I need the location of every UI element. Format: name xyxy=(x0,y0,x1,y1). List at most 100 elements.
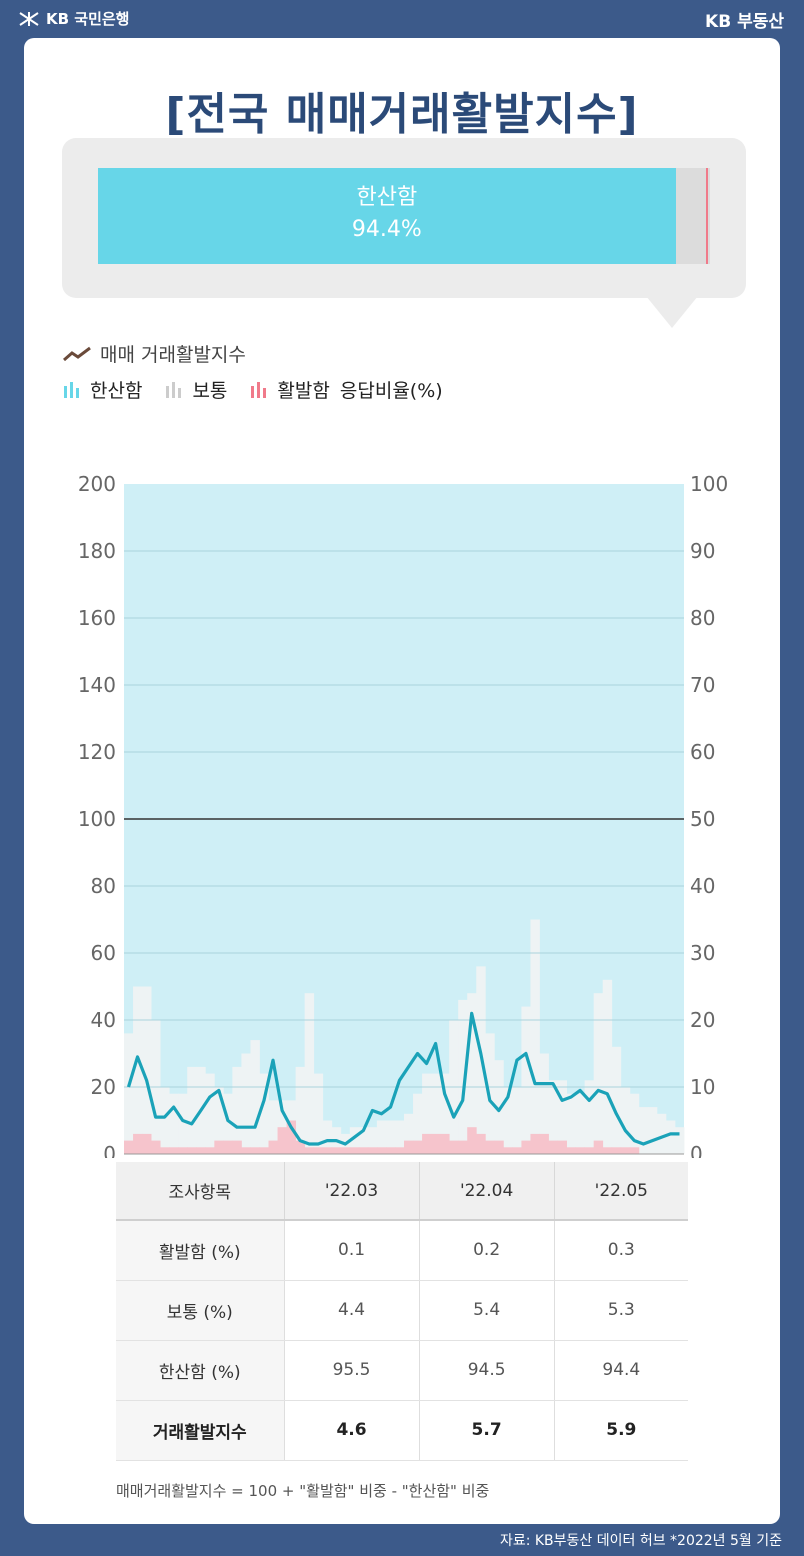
active-bar xyxy=(629,1147,640,1154)
legend-suffix: 응답비율(%) xyxy=(339,380,443,402)
right-tick-label: 0 xyxy=(690,1142,703,1158)
active-bar xyxy=(485,1140,495,1154)
table-row-index: 거래활발지수 4.6 5.7 5.9 xyxy=(116,1400,688,1461)
left-tick-label: 180 xyxy=(78,539,116,563)
table-row-label: 한산함 (%) xyxy=(116,1340,285,1401)
source-note: 자료: KB부동산 데이터 허브 *2022년 5월 기준 xyxy=(499,1533,782,1549)
active-bar xyxy=(394,1147,405,1154)
normal-bar xyxy=(322,1120,333,1154)
active-bar xyxy=(611,1147,622,1154)
right-tick-label: 50 xyxy=(690,807,715,831)
active-bar xyxy=(440,1133,450,1154)
table-header-cell: '22.03 xyxy=(284,1162,420,1221)
normal-bar xyxy=(647,1107,658,1154)
right-tick-label: 100 xyxy=(690,472,728,496)
right-tick-label: 20 xyxy=(690,1008,715,1032)
active-bars-icon xyxy=(251,381,267,398)
normal-bar xyxy=(385,1120,396,1154)
table-cell: 4.4 xyxy=(284,1280,420,1341)
normal-bar xyxy=(557,1080,567,1154)
active-bar xyxy=(449,1140,459,1154)
active-bar xyxy=(268,1140,278,1154)
normal-bar xyxy=(394,1120,405,1154)
table-row: 보통 (%) 4.4 5.4 5.3 xyxy=(116,1280,688,1341)
normal-bar xyxy=(422,1073,432,1154)
normal-bar xyxy=(241,1053,251,1154)
active-bar xyxy=(295,1140,306,1154)
normal-bar xyxy=(458,999,468,1154)
active-bar xyxy=(385,1147,396,1154)
normal-bar xyxy=(431,1073,441,1154)
active-bar xyxy=(557,1140,567,1154)
active-bar xyxy=(286,1120,297,1154)
active-bar xyxy=(593,1140,604,1154)
active-bar xyxy=(367,1147,378,1154)
active-bar xyxy=(530,1133,540,1154)
active-bar xyxy=(313,1147,324,1154)
legend-quiet: 한산함 xyxy=(62,376,142,403)
active-bar xyxy=(467,1127,477,1154)
active-bar xyxy=(575,1147,586,1154)
table-row-label: 보통 (%) xyxy=(116,1280,285,1341)
normal-bar xyxy=(467,993,477,1154)
table-cell: 95.5 xyxy=(284,1340,420,1401)
normal-bar xyxy=(178,1093,188,1154)
active-bar xyxy=(223,1140,233,1154)
legend-active: 활발함 xyxy=(249,376,330,403)
normal-bar xyxy=(169,1093,179,1154)
active-bar xyxy=(304,1147,315,1154)
active-bar xyxy=(340,1147,351,1154)
normal-bar xyxy=(593,993,604,1154)
normal-bar xyxy=(232,1066,242,1154)
normal-bar xyxy=(295,1066,306,1154)
summary-value: 94.4% xyxy=(351,217,422,242)
legend-normal-label: 보통 xyxy=(192,380,228,402)
active-bar xyxy=(187,1147,197,1154)
index-line xyxy=(126,1011,680,1146)
left-tick-label: 200 xyxy=(78,472,116,496)
active-bar xyxy=(169,1147,179,1154)
normal-bar xyxy=(160,1087,170,1154)
right-tick-label: 40 xyxy=(690,874,715,898)
bank-logo: KB 국민은행 xyxy=(18,8,129,29)
summary-bar-text: 한산함 94.4% xyxy=(98,182,676,246)
table-header-cell: '22.05 xyxy=(554,1162,688,1221)
legend-quiet-label: 한산함 xyxy=(90,380,143,402)
normal-bar xyxy=(313,1073,324,1154)
active-bar xyxy=(431,1133,441,1154)
page-title: [전국 매매거래활발지수] xyxy=(165,89,639,140)
normal-bar xyxy=(142,986,152,1154)
legend-line: 매매 거래활발지수 xyxy=(62,340,246,367)
table-cell: 0.2 xyxy=(419,1220,555,1281)
normal-bar xyxy=(602,979,613,1154)
table-header-cell: '22.04 xyxy=(419,1162,555,1221)
table-cell: 94.4 xyxy=(554,1340,688,1401)
summary-bar-active xyxy=(706,168,708,264)
normal-bar xyxy=(133,986,143,1154)
active-bar xyxy=(214,1140,224,1154)
active-bar xyxy=(422,1133,432,1154)
right-tick-label: 90 xyxy=(690,539,715,563)
normal-bar xyxy=(358,1127,369,1154)
active-bar xyxy=(277,1127,287,1154)
table-cell: 0.3 xyxy=(554,1220,688,1281)
bank-name: KB 국민은행 xyxy=(46,10,130,28)
active-bar xyxy=(539,1133,549,1154)
legend-active-label: 활발함 xyxy=(277,380,330,402)
active-bar xyxy=(503,1147,513,1154)
legend-bars: 한산함 보통 활발함 응답비율(%) xyxy=(62,376,443,403)
normal-bar xyxy=(530,919,540,1154)
active-bar xyxy=(241,1147,251,1154)
normal-bar xyxy=(440,1073,450,1154)
table-cell: 94.5 xyxy=(419,1340,555,1401)
legend-line-label: 매매 거래활발지수 xyxy=(100,344,246,366)
active-bar xyxy=(602,1147,613,1154)
right-tick-label: 30 xyxy=(690,941,715,965)
summary-bar-quiet xyxy=(98,168,676,264)
activity-chart: 0 20 40 60 80 100 120 140 160 180 200 0 10 20 30 40 50 60… xyxy=(78,472,728,1158)
top-bar: KB 국민은행 KB 부동산 xyxy=(0,0,804,38)
left-tick-label: 80 xyxy=(91,874,116,898)
normal-bar xyxy=(349,1127,360,1154)
left-tick-label: 60 xyxy=(91,941,116,965)
active-bar xyxy=(142,1133,152,1154)
